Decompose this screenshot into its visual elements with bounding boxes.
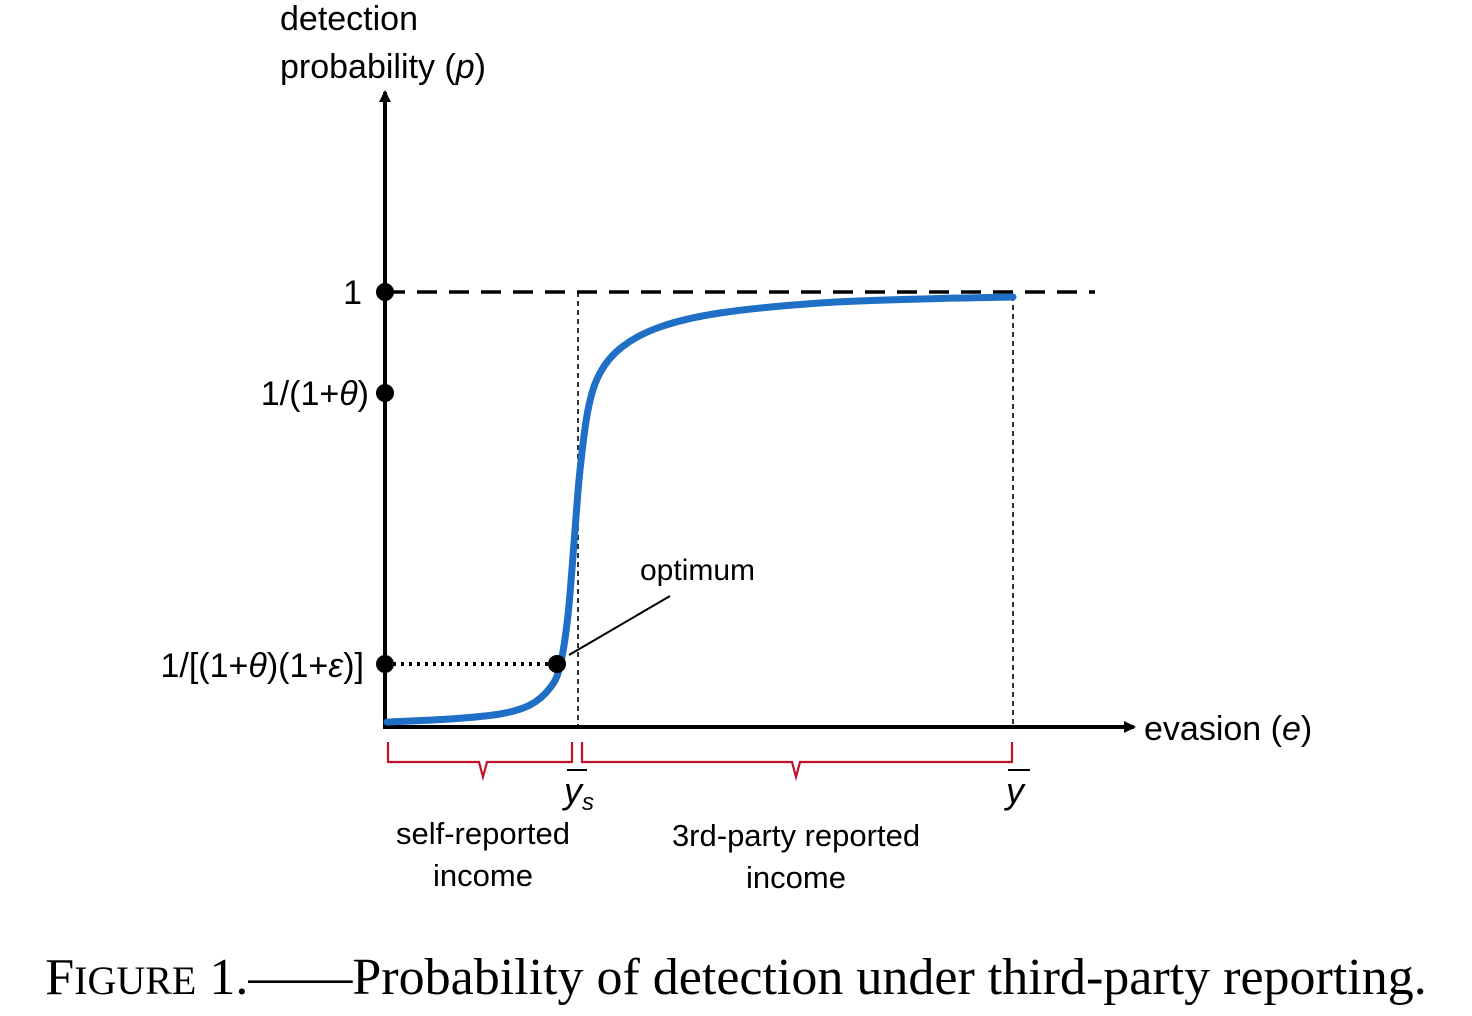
third-party-brace (580, 742, 1014, 782)
tick-label-one: 1 (343, 274, 362, 312)
third-party-label-line1: 3rd-party reported (672, 818, 920, 853)
point-p-theta (376, 384, 394, 402)
optimum-label: optimum (640, 554, 755, 587)
figure-caption: FIGURE 1.——Probability of detection unde… (45, 949, 1427, 1006)
x-axis-label: evasion (e) (1144, 710, 1312, 748)
self-reported-brace (386, 742, 574, 782)
self-reported-label-line1: self-reported (396, 816, 570, 851)
tick-label-theta-eps: 1/[(1+θ)(1+ε)] (161, 647, 365, 685)
third-party-label-line2: income (746, 860, 846, 895)
point-p-theta-eps (376, 655, 394, 673)
tick-label-theta: 1/(1+θ) (261, 375, 369, 413)
x-mark-ybar: y (1003, 770, 1026, 811)
point-p-one (376, 283, 394, 301)
detection-probability-curve (383, 293, 1017, 726)
y-axis-label-line1: detection (280, 0, 418, 38)
self-reported-label-line2: income (433, 858, 533, 893)
optimum-point (548, 655, 566, 673)
x-mark-ys: ys (561, 770, 594, 816)
optimum-leader-line (568, 595, 671, 656)
y-axis-label-line2: probability (p) (280, 48, 486, 86)
